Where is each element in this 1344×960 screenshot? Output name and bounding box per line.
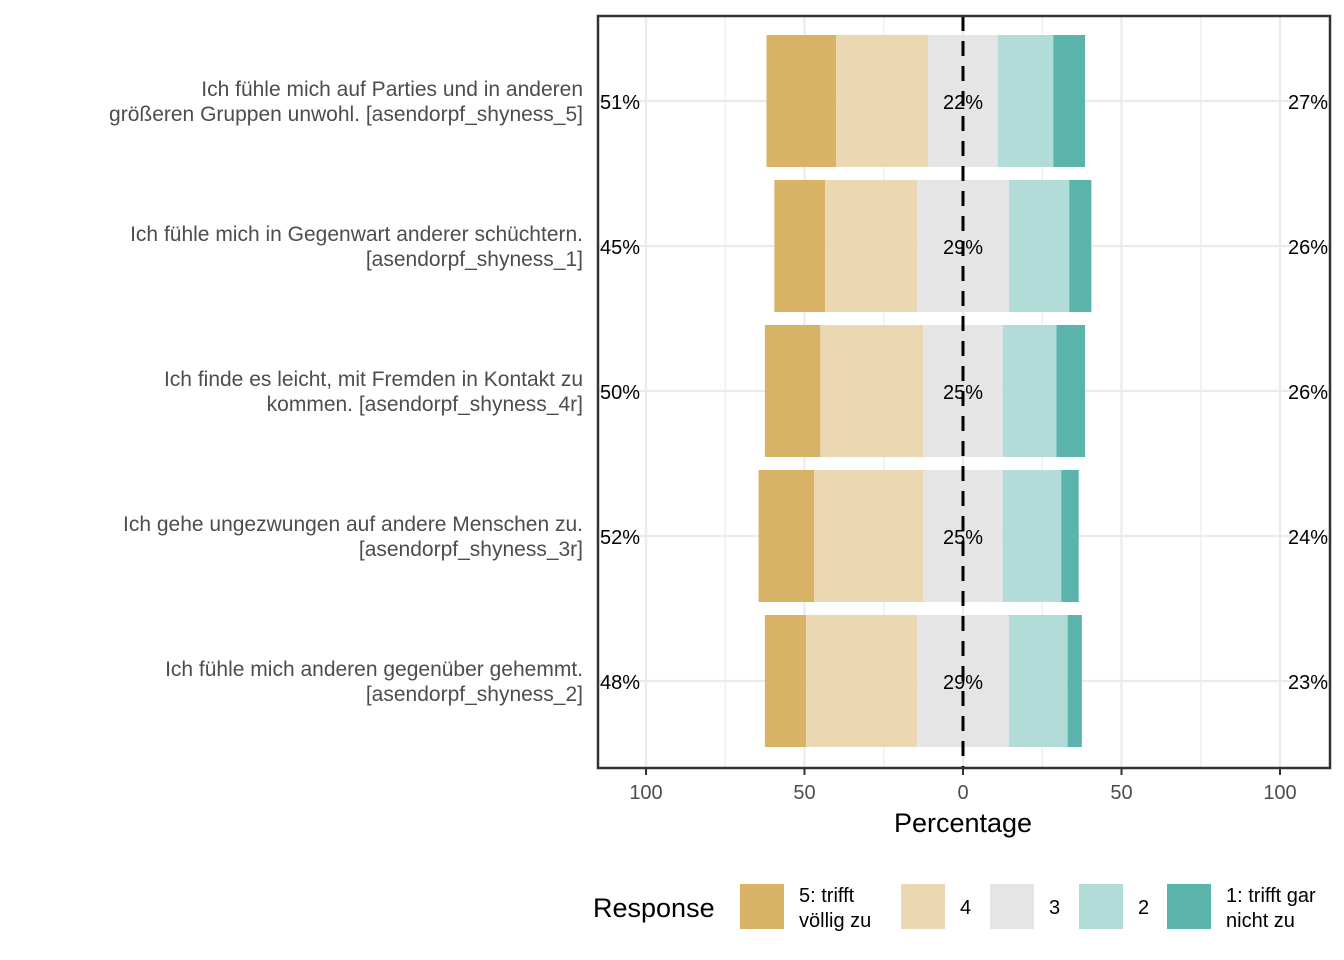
legend-title: Response [593, 893, 715, 923]
item-label-line: [asendorpf_shyness_1] [366, 248, 583, 271]
legend-label: 3 [1049, 897, 1060, 919]
legend-key [1079, 884, 1123, 929]
right-percentage-label: 26% [1288, 237, 1328, 259]
center-percentage-label: 29% [943, 237, 983, 259]
item-label-line: Ich fühle mich anderen gegenüber gehemmt… [165, 658, 583, 681]
bar-segment [1067, 615, 1082, 747]
center-percentage-label: 22% [943, 92, 983, 114]
bar-segment [1008, 180, 1070, 312]
legend-label: 2 [1138, 897, 1149, 919]
bar-segment [997, 35, 1054, 167]
left-percentage-label: 45% [600, 237, 640, 259]
bar-segment [836, 35, 929, 167]
item-label-line: Ich finde es leicht, mit Fremden in Kont… [164, 368, 583, 391]
bar-segment [820, 325, 924, 457]
x-tick-label: 100 [629, 782, 662, 804]
left-percentage-label: 50% [600, 382, 640, 404]
bar-segment [806, 615, 918, 747]
x-axis-title: Percentage [894, 808, 1032, 838]
item-label-line: kommen. [asendorpf_shyness_4r] [267, 393, 583, 416]
x-tick-label: 0 [957, 782, 968, 804]
bar-row [774, 180, 1092, 312]
item-label-line: Ich fühle mich auf Parties und in andere… [201, 78, 583, 101]
item-label-line: Ich gehe ungezwungen auf andere Menschen… [123, 513, 583, 536]
left-percentage-label: 52% [600, 527, 640, 549]
bar-segment [1056, 325, 1086, 457]
bar-segment [766, 35, 837, 167]
bar-row [764, 325, 1086, 457]
x-tick-label: 50 [1110, 782, 1132, 804]
legend-label: nicht zu [1226, 910, 1295, 932]
item-label-line: größeren Gruppen unwohl. [asendorpf_shyn… [109, 103, 583, 126]
right-percentage-label: 24% [1288, 527, 1328, 549]
bar-segments [758, 35, 1092, 747]
right-percentage-label: 26% [1288, 382, 1328, 404]
x-tick-label: 100 [1263, 782, 1296, 804]
legend-label: 1: trifft gar [1226, 885, 1316, 907]
legend-key [901, 884, 945, 929]
legend-label: 5: trifft [799, 885, 855, 907]
right-percentage-label: 23% [1288, 672, 1328, 694]
legend: Response 5: trifft völlig zu 4 3 2 1: trifft … [593, 884, 1316, 932]
bar-row [764, 615, 1082, 747]
bar-segment [1002, 325, 1057, 457]
item-label-line: Ich fühle mich in Gegenwart anderer schü… [130, 223, 583, 246]
bar-segment [774, 180, 826, 312]
bar-row [758, 470, 1079, 602]
bar-segment [1002, 470, 1062, 602]
bar-segment [758, 470, 815, 602]
bar-segment [825, 180, 918, 312]
bar-segment [1061, 470, 1079, 602]
bar-segment [1053, 35, 1086, 167]
item-label-line: [asendorpf_shyness_2] [366, 683, 583, 706]
legend-key [740, 884, 784, 929]
bar-segment [764, 615, 807, 747]
left-percentage-label: 48% [600, 672, 640, 694]
percentage-labels: 51% 22% 27% 45% 29% 26% 50% 25% 26% 52% 25% 24% 48% 2… [600, 92, 1328, 694]
right-percentage-label: 27% [1288, 92, 1328, 114]
legend-key [1167, 884, 1211, 929]
bar-row [766, 35, 1086, 167]
center-percentage-label: 25% [943, 382, 983, 404]
bar-segment [814, 470, 924, 602]
item-labels: Ich fühle mich auf Parties und in andere… [109, 78, 583, 706]
center-percentage-label: 29% [943, 672, 983, 694]
bar-segment [1008, 615, 1068, 747]
item-label-line: [asendorpf_shyness_3r] [359, 538, 583, 561]
center-percentage-label: 25% [943, 527, 983, 549]
bar-segment [764, 325, 821, 457]
left-percentage-label: 51% [600, 92, 640, 114]
bar-segment [1069, 180, 1092, 312]
legend-label: völlig zu [799, 910, 871, 932]
legend-key [990, 884, 1034, 929]
legend-label: 4 [960, 897, 971, 919]
x-tick-label: 50 [793, 782, 815, 804]
x-axis-ticks: 100 50 0 50 100 [629, 768, 1297, 804]
